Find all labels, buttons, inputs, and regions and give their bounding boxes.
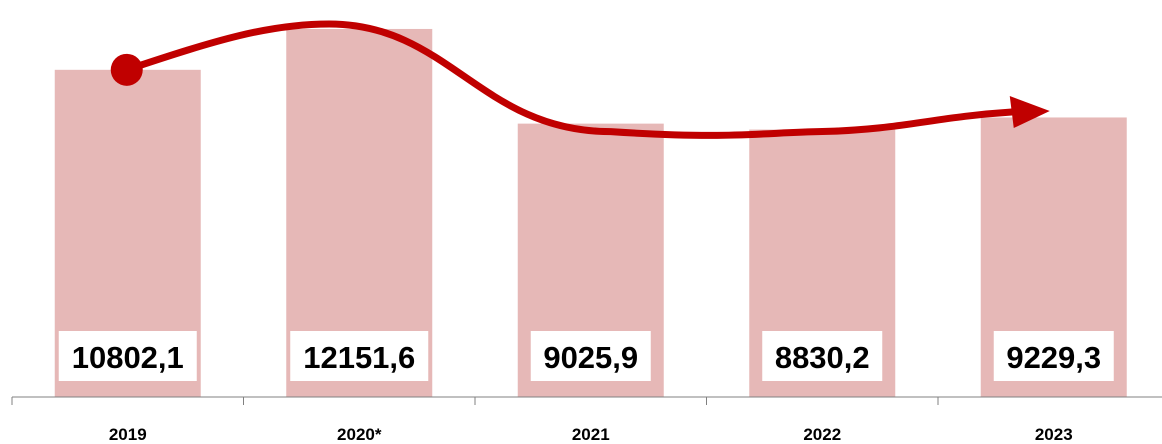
value-label-box	[762, 331, 883, 381]
x-tick-label-2023: 2023	[1035, 425, 1073, 444]
value-label-2021: 9025,9	[530, 331, 651, 381]
trend-layer	[110, 20, 1050, 139]
value-label-2020: 12151,6	[290, 331, 429, 381]
value-label-box	[290, 331, 429, 381]
value-label-2022: 8830,2	[762, 331, 883, 381]
value-labels-layer: 10802,1 12151,6 9025,9 8830,2 9229,3	[58, 331, 1114, 381]
value-label-text: 8830,2	[775, 340, 870, 375]
value-label-box	[530, 331, 651, 381]
value-label-text: 12151,6	[303, 340, 415, 375]
trend-arrowhead	[1009, 96, 1050, 128]
x-tick-label-2022: 2022	[803, 425, 841, 444]
value-label-text: 9025,9	[543, 340, 638, 375]
x-tick-label-2021: 2021	[572, 425, 610, 444]
x-axis: 2019 2020* 2021 2022 2023	[11, 396, 1162, 444]
value-label-2023: 9229,3	[993, 331, 1114, 381]
value-label-box	[993, 331, 1114, 381]
trend-start-dot	[110, 53, 143, 86]
value-label-text: 9229,3	[1006, 340, 1101, 375]
value-label-text: 10802,1	[72, 340, 184, 375]
trend-line	[123, 20, 1016, 139]
x-tick-label-2019: 2019	[109, 425, 147, 444]
value-label-2019: 10802,1	[58, 331, 197, 381]
value-label-box	[58, 331, 197, 381]
x-tick-label-2020: 2020*	[337, 425, 382, 444]
